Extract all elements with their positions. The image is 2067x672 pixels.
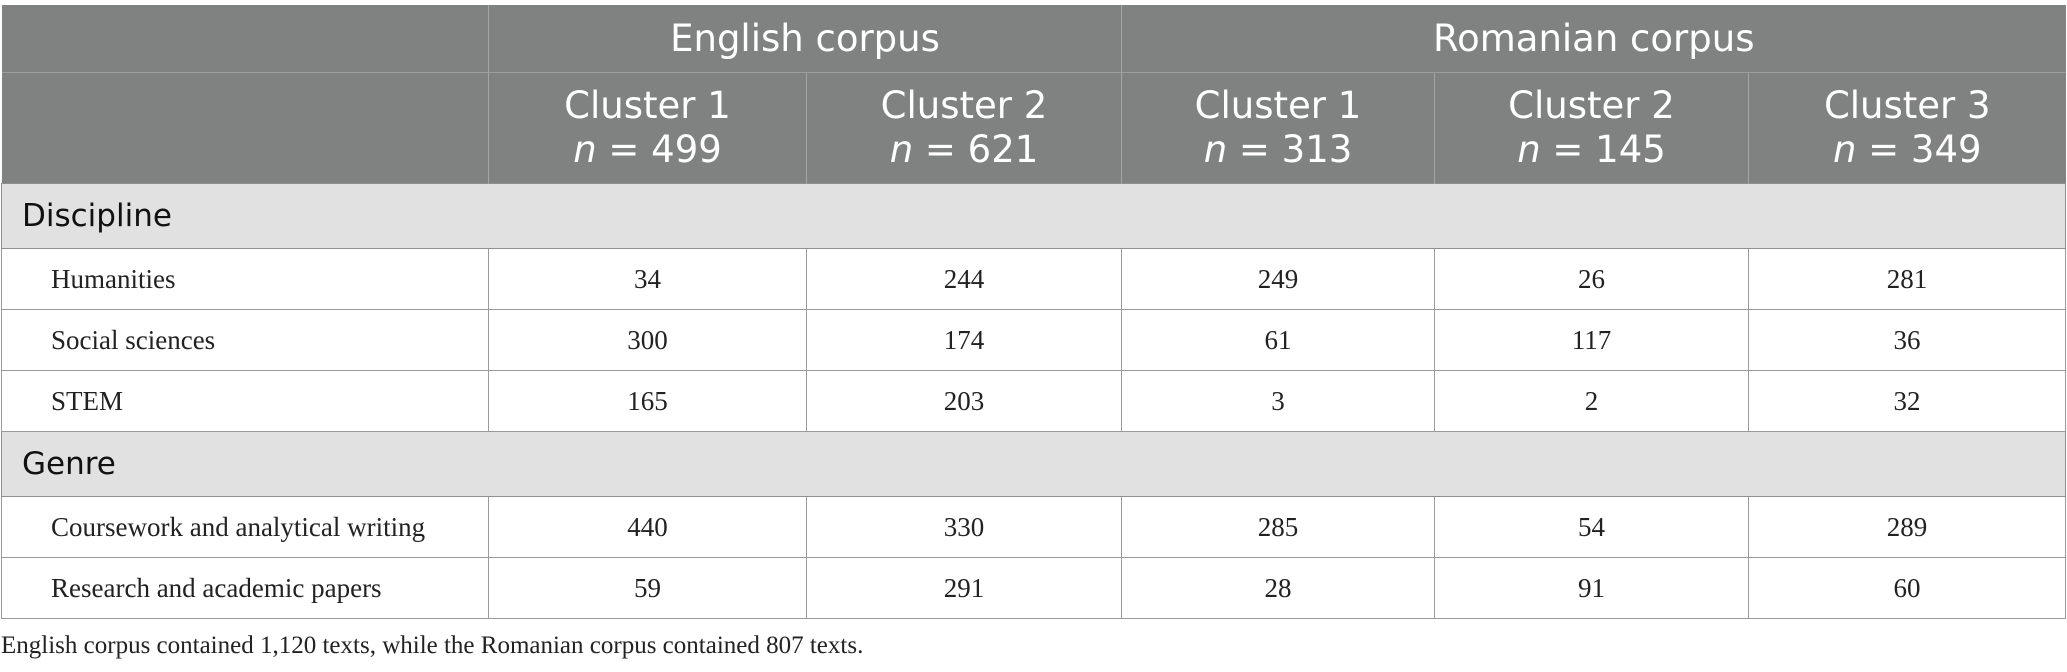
n-symbol: n: [1517, 128, 1541, 171]
table-cell: 249: [1121, 248, 1435, 310]
n-value: = 349: [1856, 128, 1982, 171]
row-label: STEM: [1, 370, 489, 432]
cluster-count: n = 621: [807, 128, 1121, 172]
cluster-count: n = 313: [1122, 128, 1434, 172]
table-cell: 61: [1121, 309, 1435, 371]
cluster-count: n = 349: [1749, 128, 2066, 172]
header-group-english: English corpus: [488, 5, 1122, 73]
n-symbol: n: [889, 128, 914, 171]
table-cell: 291: [806, 557, 1122, 619]
row-label: Social sciences: [1, 309, 489, 371]
table-cell: 60: [1747, 557, 2067, 619]
table-cell: 244: [806, 248, 1122, 310]
table-cell: 440: [488, 496, 807, 558]
header-cluster-cell: Cluster 2 n = 145: [1434, 72, 1749, 184]
header-group-romanian: Romanian corpus: [1120, 5, 2066, 73]
table-cell: 54: [1434, 496, 1749, 558]
table-cell: 32: [1747, 370, 2067, 432]
n-value: = 145: [1540, 128, 1666, 171]
section-row-discipline: Discipline: [0, 183, 2067, 249]
table-cell: 165: [488, 370, 807, 432]
cluster-label: Cluster 1: [1194, 84, 1362, 127]
n-symbol: n: [1203, 128, 1228, 171]
table-cell: 174: [806, 309, 1122, 371]
header-cluster-cell: Cluster 2 n = 621: [806, 72, 1122, 184]
header-corner-cell-lower: [1, 72, 489, 184]
row-label: Research and academic papers: [1, 557, 489, 619]
table-cell: 300: [488, 309, 807, 371]
table-row: Coursework and analytical writing 440 33…: [1, 496, 2067, 558]
header-cluster-cell: Cluster 1 n = 499: [488, 72, 807, 184]
table-cell: 2: [1434, 370, 1749, 432]
n-value: = 499: [596, 128, 722, 171]
row-label: Humanities: [1, 248, 489, 310]
table-cell: 117: [1434, 309, 1749, 371]
table-footnote: English corpus contained 1,120 texts, wh…: [1, 632, 864, 659]
n-value: = 621: [913, 128, 1039, 171]
table-row: Social sciences 300 174 61 117 36: [1, 309, 2067, 371]
n-value: = 313: [1227, 128, 1353, 171]
table-cell: 281: [1747, 248, 2067, 310]
table-cell: 289: [1747, 496, 2067, 558]
table-cell: 34: [488, 248, 807, 310]
cluster-count: n = 499: [489, 128, 806, 172]
table-cell: 91: [1434, 557, 1749, 619]
section-title: Discipline: [0, 183, 2067, 249]
table-cell: 330: [806, 496, 1122, 558]
table-cell: 28: [1121, 557, 1435, 619]
cluster-count: n = 145: [1435, 128, 1748, 172]
table-cell: 285: [1121, 496, 1435, 558]
header-group-row: English corpus Romanian corpus: [1, 5, 2066, 73]
table-row: STEM 165 203 3 2 32: [1, 370, 2067, 432]
cluster-label: Cluster 2: [880, 84, 1048, 127]
table-cell: 203: [806, 370, 1122, 432]
header-cluster-cell: Cluster 1 n = 313: [1121, 72, 1435, 184]
cluster-label: Cluster 2: [1508, 84, 1675, 127]
header-cluster-cell: Cluster 3 n = 349: [1747, 72, 2066, 184]
n-symbol: n: [573, 128, 597, 171]
section-row-genre: Genre: [0, 431, 2067, 497]
table-row: Humanities 34 244 249 26 281: [1, 248, 2067, 310]
cluster-label: Cluster 3: [1823, 84, 1991, 127]
row-label: Coursework and analytical writing: [1, 496, 489, 558]
cluster-distribution-table: English corpus Romanian corpus Cluster 1…: [0, 5, 2067, 619]
n-symbol: n: [1832, 128, 1857, 171]
table-cell: 36: [1747, 309, 2067, 371]
cluster-label: Cluster 1: [564, 84, 731, 127]
section-title: Genre: [0, 431, 2067, 497]
header-cluster-row: Cluster 1 n = 499 Cluster 2 n = 621 Clus…: [1, 72, 2066, 184]
table-cell: 59: [488, 557, 807, 619]
table-cell: 3: [1121, 370, 1435, 432]
table-row: Research and academic papers 59 291 28 9…: [1, 557, 2067, 619]
table-cell: 26: [1434, 248, 1749, 310]
header-corner-cell: [1, 5, 489, 73]
